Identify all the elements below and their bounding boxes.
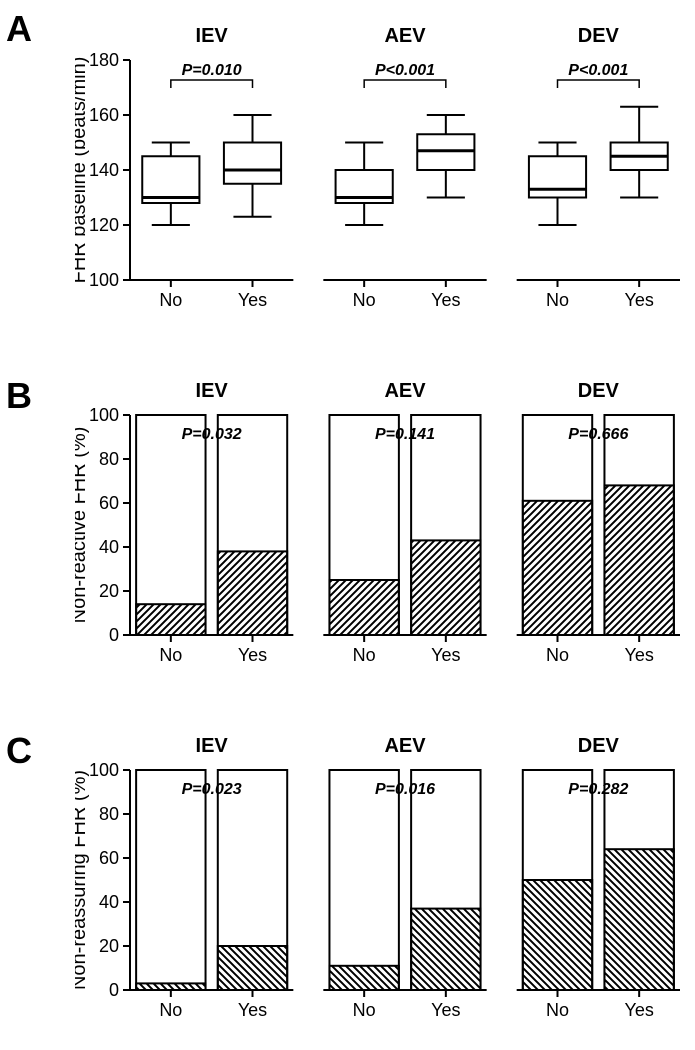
panel-letter-a: A: [6, 8, 32, 50]
svg-text:Yes: Yes: [624, 645, 653, 665]
svg-text:20: 20: [99, 936, 119, 956]
svg-text:P=0.666: P=0.666: [568, 426, 628, 443]
svg-text:Yes: Yes: [624, 290, 653, 310]
svg-text:100: 100: [89, 405, 119, 425]
svg-text:AEV: AEV: [384, 380, 426, 402]
svg-text:No: No: [353, 1000, 376, 1020]
svg-text:No: No: [353, 290, 376, 310]
svg-text:P=0.016: P=0.016: [375, 781, 435, 798]
svg-text:80: 80: [99, 804, 119, 824]
svg-text:40: 40: [99, 892, 119, 912]
svg-text:180: 180: [89, 50, 119, 70]
svg-text:80: 80: [99, 449, 119, 469]
svg-text:20: 20: [99, 581, 119, 601]
svg-text:Yes: Yes: [431, 645, 460, 665]
svg-text:DEV: DEV: [578, 735, 620, 757]
svg-text:No: No: [159, 1000, 182, 1020]
svg-text:P=0.141: P=0.141: [375, 426, 435, 443]
panel-letter-b: B: [6, 375, 32, 417]
svg-text:DEV: DEV: [578, 380, 620, 402]
svg-text:120: 120: [89, 215, 119, 235]
svg-text:IEV: IEV: [196, 735, 229, 757]
svg-text:IEV: IEV: [196, 25, 229, 47]
panel-c-svg: 0 20 40 60 80 100Non-reassuring FHR (%) IEV No Y…: [75, 730, 685, 1030]
svg-text:Yes: Yes: [431, 290, 460, 310]
svg-text:P=0.282: P=0.282: [568, 781, 628, 798]
svg-text:AEV: AEV: [384, 735, 426, 757]
svg-text:Non-reactive FHR (%): Non-reactive FHR (%): [75, 427, 90, 624]
svg-text:Yes: Yes: [624, 1000, 653, 1020]
svg-text:40: 40: [99, 537, 119, 557]
svg-text:60: 60: [99, 493, 119, 513]
svg-text:AEV: AEV: [384, 25, 426, 47]
svg-text:0: 0: [109, 625, 119, 645]
svg-text:60: 60: [99, 848, 119, 868]
svg-text:No: No: [546, 645, 569, 665]
svg-text:P<0.001: P<0.001: [375, 62, 435, 79]
svg-text:P=0.010: P=0.010: [182, 62, 242, 79]
figure-root: A B C 100 120 140 160 180FHR baseline (beats…: [0, 0, 695, 1050]
svg-text:FHR baseline (beats/min): FHR baseline (beats/min): [75, 57, 90, 284]
svg-text:No: No: [546, 290, 569, 310]
svg-text:Non-reassuring FHR (%): Non-reassuring FHR (%): [75, 770, 90, 990]
svg-text:140: 140: [89, 160, 119, 180]
svg-text:No: No: [159, 645, 182, 665]
svg-text:No: No: [159, 290, 182, 310]
svg-text:P=0.032: P=0.032: [182, 426, 242, 443]
svg-text:Yes: Yes: [238, 645, 267, 665]
svg-text:P<0.001: P<0.001: [568, 62, 628, 79]
svg-text:0: 0: [109, 980, 119, 1000]
panel-letter-c: C: [6, 730, 32, 772]
panel-b-svg: 0 20 40 60 80 100 Non-reactive FHR (%) IEV No Yes…: [75, 375, 685, 675]
svg-text:No: No: [353, 645, 376, 665]
svg-text:IEV: IEV: [196, 380, 229, 402]
svg-text:160: 160: [89, 105, 119, 125]
panel-a-svg: 100 120 140 160 180FHR baseline (beats/min) I…: [75, 20, 685, 320]
svg-text:No: No: [546, 1000, 569, 1020]
svg-text:DEV: DEV: [578, 25, 620, 47]
svg-text:P=0.023: P=0.023: [182, 781, 242, 798]
svg-text:100: 100: [89, 270, 119, 290]
svg-text:Yes: Yes: [238, 290, 267, 310]
svg-text:100: 100: [89, 760, 119, 780]
svg-text:Yes: Yes: [238, 1000, 267, 1020]
svg-text:Yes: Yes: [431, 1000, 460, 1020]
